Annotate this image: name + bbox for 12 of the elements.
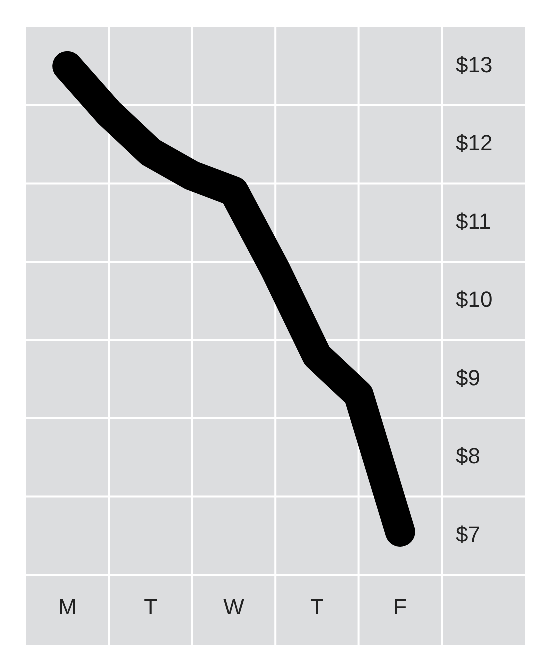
x-tick-label: T — [310, 594, 324, 620]
y-tick-label: $10 — [456, 287, 493, 312]
y-tick-label: $7 — [456, 522, 480, 547]
x-tick-label: M — [58, 594, 77, 620]
y-tick-label: $13 — [456, 52, 493, 78]
x-tick-label: F — [394, 594, 408, 620]
x-tick-label: W — [224, 594, 245, 620]
y-tick-label: $8 — [456, 444, 480, 469]
y-tick-label: $11 — [456, 208, 492, 234]
x-tick-label: T — [144, 594, 158, 620]
y-tick-label: $9 — [456, 365, 480, 390]
y-tick-label: $12 — [456, 130, 493, 156]
